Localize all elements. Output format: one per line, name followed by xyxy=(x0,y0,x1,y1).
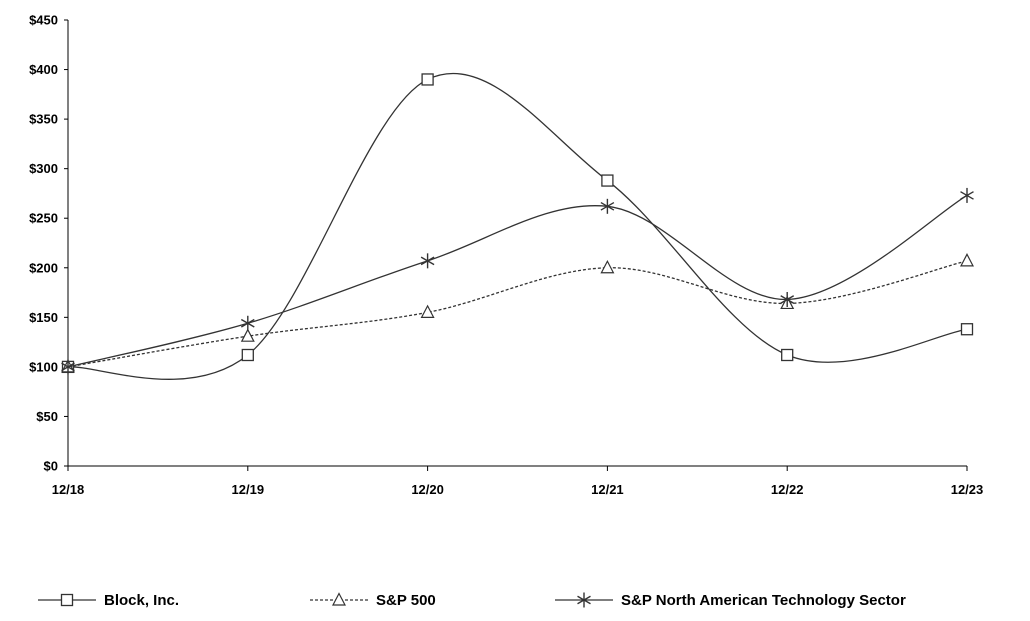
legend-item-1: S&P 500 xyxy=(310,592,436,609)
x-tick-label: 12/22 xyxy=(771,482,804,497)
legend-marker xyxy=(60,593,74,607)
y-tick-label: $300 xyxy=(29,161,58,176)
data-point-marker xyxy=(61,359,75,375)
data-point-marker xyxy=(960,187,974,203)
asterisk-marker-stroke xyxy=(240,318,255,328)
legend-marker xyxy=(332,592,346,606)
data-point-marker xyxy=(960,323,974,336)
y-tick-label: $350 xyxy=(29,112,58,127)
y-tick-label: $250 xyxy=(29,211,58,226)
asterisk-marker-stroke xyxy=(61,362,75,372)
square-marker-shape xyxy=(960,323,974,336)
asterisk-marker-stroke xyxy=(420,256,435,266)
data-point-marker xyxy=(420,253,435,269)
triangle-marker-shape xyxy=(960,253,974,267)
legend-label: S&P 500 xyxy=(376,592,436,609)
legend-item-0: Block, Inc. xyxy=(38,592,179,609)
data-point-marker xyxy=(241,348,254,362)
y-tick-label: $450 xyxy=(29,13,58,28)
series-line xyxy=(67,194,968,368)
legend-label: Block, Inc. xyxy=(104,592,179,609)
y-tick-label: $200 xyxy=(29,260,58,275)
x-tick-label: 12/23 xyxy=(951,482,984,497)
square-marker-shape xyxy=(781,348,794,362)
data-point-marker xyxy=(240,328,255,342)
series-1 xyxy=(61,253,974,373)
data-point-marker xyxy=(420,304,435,318)
triangle-marker-shape xyxy=(240,328,255,342)
asterisk-marker-stroke xyxy=(780,295,795,304)
y-tick-label: $400 xyxy=(29,62,58,77)
series-line xyxy=(67,72,968,380)
legend-marker xyxy=(577,592,591,608)
square-marker-shape xyxy=(60,593,74,607)
legend-label: S&P North American Technology Sector xyxy=(621,592,906,609)
x-tick-label: 12/21 xyxy=(591,482,624,497)
data-point-marker xyxy=(240,315,255,331)
square-marker-shape xyxy=(421,73,434,86)
asterisk-marker-stroke xyxy=(577,595,591,605)
series-layer xyxy=(61,72,974,380)
asterisk-marker-stroke xyxy=(600,201,615,211)
x-tick-label: 12/19 xyxy=(232,482,265,497)
axes: $0 $50 $100 $150 $200 $250 $300 $350 $400 $450 12/… xyxy=(29,13,983,498)
y-tick-label: $150 xyxy=(29,310,58,325)
series-line xyxy=(67,260,968,368)
x-tick-label: 12/20 xyxy=(411,482,444,497)
x-tick-label: 12/18 xyxy=(52,482,85,497)
data-point-marker xyxy=(960,253,974,267)
data-point-marker xyxy=(601,174,614,187)
series-2 xyxy=(61,187,974,375)
square-marker-shape xyxy=(601,174,614,187)
square-marker-shape xyxy=(241,348,254,362)
series-0 xyxy=(61,72,974,380)
asterisk-marker-stroke xyxy=(960,191,974,200)
legend: Block, Inc. S&P 500 S&P North American Tec… xyxy=(38,592,906,609)
data-point-marker xyxy=(600,198,615,214)
y-tick-label: $100 xyxy=(29,359,58,374)
y-tick-label: $0 xyxy=(44,459,58,474)
y-tick-label: $50 xyxy=(36,409,58,424)
data-point-marker xyxy=(780,291,795,307)
data-point-marker xyxy=(421,73,434,86)
triangle-marker-shape xyxy=(332,592,346,606)
triangle-marker-shape xyxy=(600,259,615,274)
triangle-marker-shape xyxy=(420,304,435,318)
legend-item-2: S&P North American Technology Sector xyxy=(555,592,906,609)
data-point-marker xyxy=(781,348,794,362)
data-point-marker xyxy=(600,259,615,274)
